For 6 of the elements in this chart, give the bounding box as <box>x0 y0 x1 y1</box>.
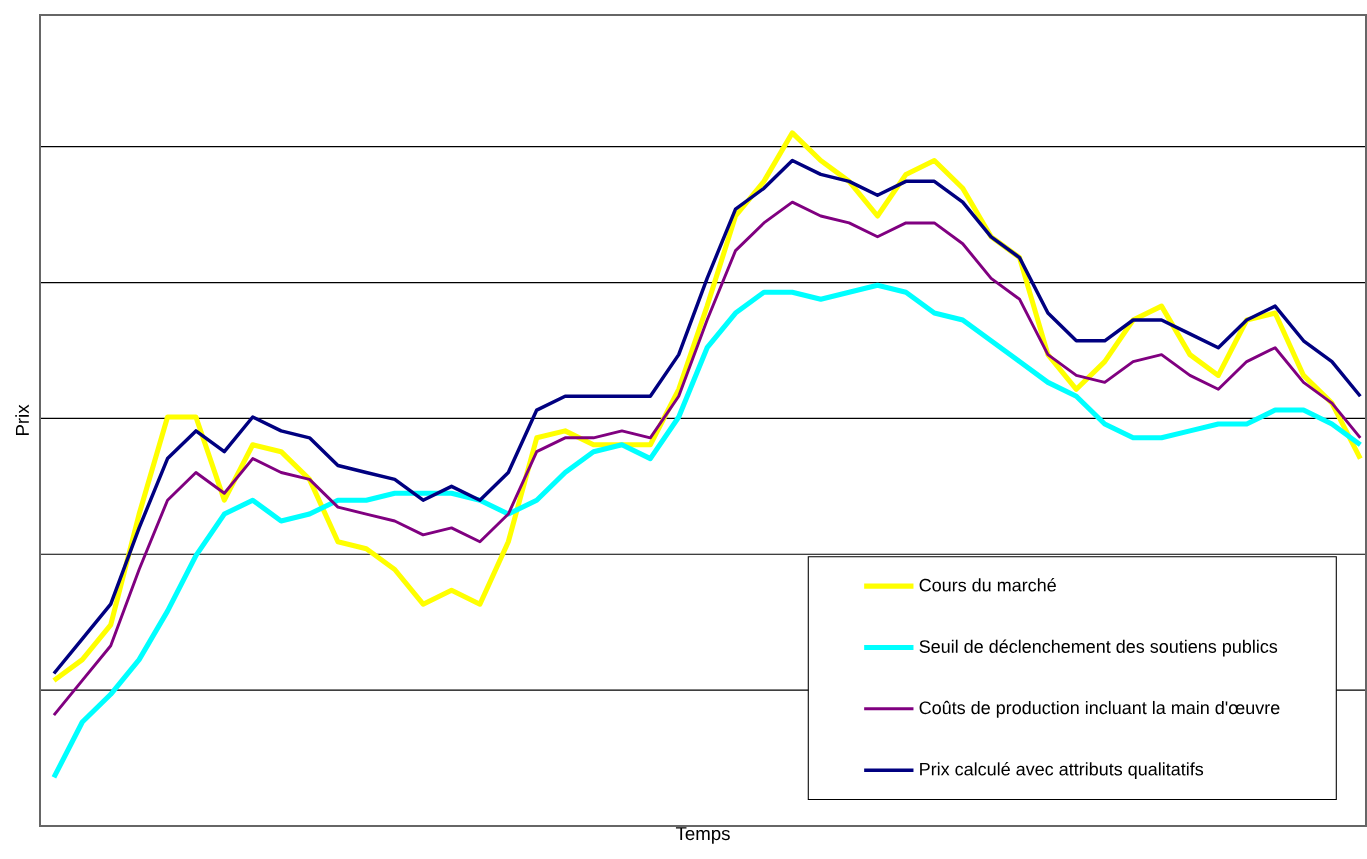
legend-label: Seuil de déclenchement des soutiens publics <box>919 639 1278 657</box>
legend-label: Prix calculé avec attributs qualitatifs <box>920 762 1204 780</box>
legend-label: Cours du marché <box>919 578 1056 592</box>
y-axis-title: Prix <box>15 404 29 436</box>
x-axis-title: Temps <box>675 827 730 844</box>
legend-label: Coûts de production incluant la main d'œuvre <box>919 700 1280 718</box>
